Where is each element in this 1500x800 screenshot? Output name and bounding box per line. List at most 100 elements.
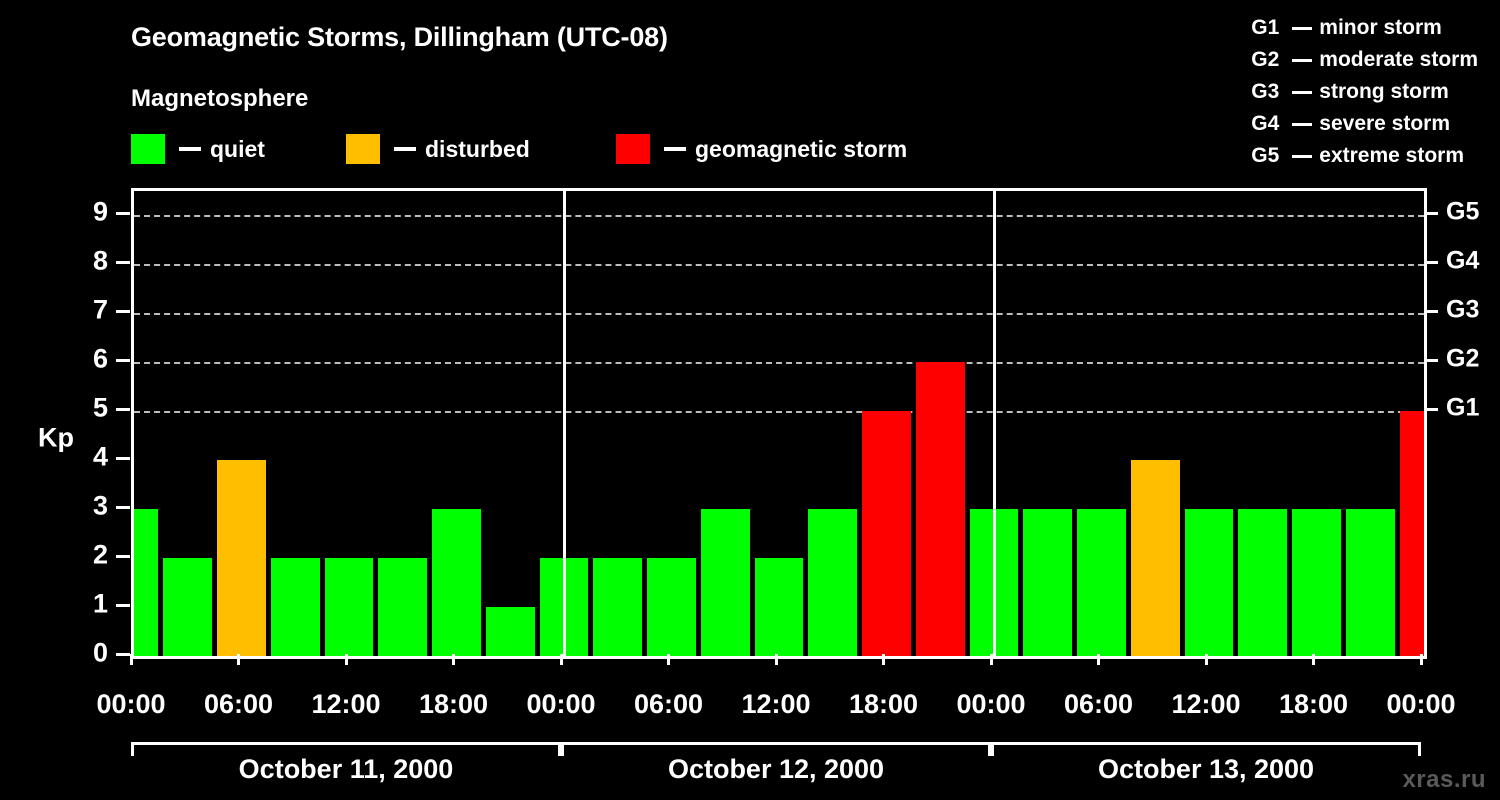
g-key-dash-icon [1292,154,1313,158]
x-tick-mark-7 [882,654,885,665]
plot-area [131,188,1427,659]
y-tick-label-8: 8 [92,245,108,276]
legend-dash-icon [664,147,686,151]
legend-swatch-geomagnetic-storm [616,134,650,164]
y-tick-label-3: 3 [92,490,108,521]
bar [1184,509,1234,656]
x-tick-mark-8 [989,654,993,665]
g-key-description: strong storm [1319,80,1449,103]
gridline-kp-5 [134,411,1424,414]
y-tick-mark-7 [116,310,130,314]
bar [647,558,696,656]
x-tick-label-3: 18:00 [418,689,489,719]
g-tick-mark-g3 [1424,310,1438,314]
legend-item-quiet: quiet [131,134,265,164]
bar [808,509,858,656]
bar [1399,411,1424,656]
x-tick-label-12: 00:00 [1386,689,1456,719]
bar [485,607,535,656]
bar [1238,509,1288,656]
date-label-1: October 11, 2000 [238,754,454,784]
y-tick-label-5: 5 [92,392,108,423]
bar [593,558,643,656]
bar [432,509,481,656]
chart-title: Geomagnetic Storms, Dillingham (UTC-08) [131,22,668,52]
g-key-row-g4: G4 severe storm [1251,108,1478,140]
bar [1292,509,1341,656]
bar [700,509,750,656]
y-tick-label-9: 9 [92,196,108,227]
x-tick-label-11: 18:00 [1278,689,1349,719]
x-tick-mark-3 [452,654,455,665]
legend-label: disturbed [425,135,530,162]
x-tick-label-0: 00:00 [96,689,166,719]
g-key-code: G2 [1251,48,1280,71]
x-tick-mark-6 [774,654,778,665]
legend-label: quiet [210,135,265,162]
g-key-description: severe storm [1319,112,1451,135]
date-bracket-1 [131,742,561,756]
x-tick-mark-5 [667,654,670,665]
y-axis-title: Kp [38,422,74,453]
legend-dash-icon [179,147,201,151]
x-tick-mark-2 [344,654,348,665]
legend-item-geomagnetic-storm: geomagnetic storm [616,134,907,164]
g-tick-label-g5: G5 [1446,197,1480,226]
day-divider [992,191,996,656]
plot-inner [134,191,1424,656]
g-tick-mark-g2 [1424,359,1438,363]
legend-item-disturbed: disturbed [346,134,530,164]
bar [1023,509,1073,656]
date-bracket-3 [991,742,1421,756]
x-tick-label-1: 06:00 [203,689,274,719]
bar [862,411,911,656]
watermark: xras.ru [1402,766,1486,793]
g-key-row-g5: G5 extreme storm [1251,140,1478,172]
x-tick-label-8: 00:00 [956,689,1026,719]
g-key-code: G3 [1251,80,1280,103]
y-tick-label-6: 6 [92,343,108,374]
x-tick-mark-9 [1097,654,1100,665]
y-tick-mark-6 [116,359,130,363]
bar [754,558,804,656]
g-key-row-g3: G3 strong storm [1251,76,1478,108]
bar [915,362,965,656]
date-bracket-2 [561,742,991,756]
g-tick-label-g2: G2 [1446,344,1480,373]
y-tick-mark-0 [116,653,130,656]
legend-swatch-disturbed [346,134,380,164]
g-tick-mark-g5 [1424,212,1438,216]
g-tick-label-g1: G1 [1446,393,1480,422]
bar [1077,509,1126,656]
x-tick-mark-1 [237,654,240,665]
bar [270,558,320,656]
g-key-dash-icon [1292,90,1313,94]
g-key-description: moderate storm [1319,48,1478,71]
y-tick-label-2: 2 [92,539,108,570]
date-label-2: October 12, 2000 [667,754,885,784]
g-key-description: extreme storm [1319,144,1465,167]
x-tick-mark-10 [1204,654,1208,665]
legend-dash-icon [394,147,416,151]
x-tick-label-9: 06:00 [1063,689,1134,719]
bar [217,460,266,656]
g-key-description: minor storm [1319,16,1442,39]
day-divider [562,191,566,656]
g-tick-mark-g1 [1424,408,1438,412]
bar [1130,460,1180,656]
g-key-dash-icon [1292,26,1313,30]
gridline-kp-7 [134,313,1424,316]
bar [324,558,374,656]
date-label-3: October 13, 2000 [1097,754,1315,784]
x-tick-mark-0 [129,654,133,665]
g-key-code: G5 [1251,144,1280,167]
gridline-kp-8 [134,264,1424,267]
y-tick-mark-5 [116,408,130,412]
y-tick-mark-3 [116,506,130,510]
x-tick-label-6: 12:00 [741,689,811,719]
gridline-kp-9 [134,215,1424,218]
x-tick-mark-12 [1419,654,1423,665]
x-tick-label-2: 12:00 [311,689,381,719]
y-tick-mark-4 [116,457,130,461]
y-tick-label-4: 4 [92,441,108,472]
